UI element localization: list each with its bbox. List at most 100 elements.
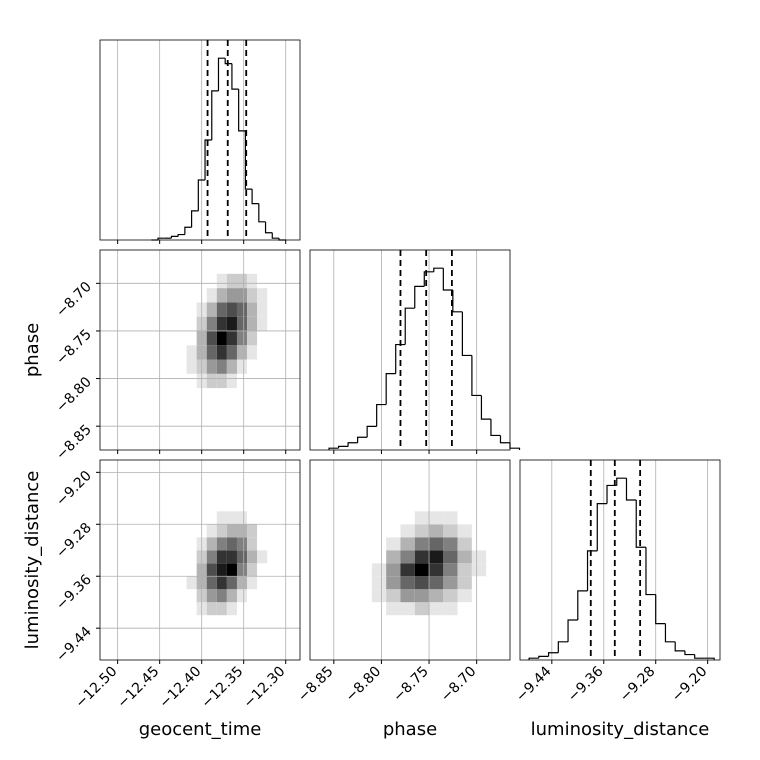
- density-cell: [257, 288, 268, 303]
- density-cell: [216, 273, 227, 289]
- density-cell: [443, 589, 458, 603]
- density-cell: [226, 524, 237, 538]
- density-cell: [186, 345, 197, 360]
- panel-frame: [309, 459, 511, 661]
- density-cell: [386, 576, 401, 590]
- density-cell: [371, 550, 387, 564]
- density-cell: [216, 359, 227, 374]
- density-cell: [216, 537, 227, 551]
- density-cell: [247, 537, 258, 551]
- density-cell: [206, 302, 217, 317]
- density-cell: [257, 524, 268, 538]
- density-cell: [216, 563, 227, 577]
- density-cell: [206, 602, 217, 616]
- histogram-step: [385, 373, 396, 405]
- density-cell: [186, 273, 197, 289]
- density-cell: [443, 524, 458, 538]
- y-tick-label: −8.85: [53, 422, 95, 464]
- density-cell: [257, 550, 268, 564]
- density-cell: [400, 602, 415, 616]
- density-cell: [226, 345, 237, 360]
- histogram-step: [414, 285, 425, 309]
- density-cell: [386, 589, 401, 603]
- density-cell: [206, 345, 217, 360]
- density-cell: [429, 537, 444, 551]
- density-cell: [386, 511, 401, 525]
- density-cell: [236, 373, 248, 389]
- density-cell: [236, 330, 248, 346]
- density-cell: [186, 524, 197, 538]
- density-cell: [186, 602, 197, 616]
- histogram-step: [204, 139, 212, 180]
- density-cell: [186, 537, 197, 551]
- histogram-step: [271, 232, 279, 239]
- density-cell: [186, 373, 197, 389]
- density-cell: [371, 589, 387, 603]
- density-cell: [471, 511, 487, 525]
- x-tick-label: −12.35: [199, 664, 247, 712]
- density-cell: [186, 288, 197, 303]
- density-cell: [226, 373, 237, 389]
- density-cell: [206, 589, 217, 603]
- x-axis-label: luminosity_distance: [531, 719, 710, 740]
- density-cell: [257, 589, 268, 603]
- density-cell: [457, 524, 472, 538]
- histogram-step: [404, 307, 415, 345]
- density-cell: [236, 576, 248, 590]
- x-tick-label: −8.70: [438, 664, 480, 706]
- histogram-step: [423, 271, 434, 287]
- density-cell: [247, 316, 258, 331]
- y-tick-label: −8.70: [53, 279, 95, 321]
- density-cell: [186, 589, 197, 603]
- density-cell: [247, 602, 258, 616]
- density-cell: [216, 589, 227, 603]
- density-cell: [429, 524, 444, 538]
- density-cell: [236, 602, 248, 616]
- histogram-step: [655, 594, 666, 625]
- histogram-step: [197, 179, 206, 211]
- histogram-step: [238, 89, 246, 132]
- density-cell: [247, 330, 258, 346]
- x-tick-label: −12.40: [157, 664, 205, 712]
- density-cell: [236, 524, 248, 538]
- density-cell: [257, 302, 268, 317]
- histogram-step: [547, 652, 559, 657]
- density-cell: [247, 373, 258, 389]
- histogram-step: [635, 500, 646, 548]
- density-cell: [386, 524, 401, 538]
- density-cell: [186, 511, 197, 525]
- density-cell: [371, 563, 387, 577]
- density-cell: [471, 537, 487, 551]
- histogram-step: [567, 619, 578, 642]
- density-cell: [443, 602, 458, 616]
- histogram-step: [509, 442, 521, 450]
- density-cell: [226, 550, 237, 564]
- density-cell: [257, 316, 268, 331]
- y-tick-label: −9.20: [53, 468, 95, 510]
- density-cell: [400, 524, 415, 538]
- density-cell: [216, 576, 227, 590]
- density-cell: [226, 302, 237, 317]
- density-cell: [443, 563, 458, 577]
- histogram-step: [217, 57, 226, 91]
- density-cell: [247, 302, 258, 317]
- density-cell: [457, 563, 472, 577]
- histogram-step: [616, 477, 627, 486]
- y-tick-label: −9.36: [53, 572, 95, 614]
- histogram-step: [184, 226, 192, 235]
- density-cell: [257, 359, 268, 374]
- density-cell: [257, 345, 268, 360]
- panel-frame: [99, 39, 301, 241]
- histogram-step: [347, 442, 358, 447]
- panel-frame: [99, 459, 301, 661]
- y-axis-label: luminosity_distance: [22, 471, 43, 650]
- density-cell: [257, 537, 268, 551]
- density-cell: [206, 316, 217, 331]
- density-cell: [371, 511, 387, 525]
- histogram-step: [442, 268, 453, 291]
- density-cell: [457, 550, 472, 564]
- density-cell: [443, 511, 458, 525]
- histogram-step: [157, 237, 165, 240]
- density-cell: [457, 589, 472, 603]
- density-cell: [257, 576, 268, 590]
